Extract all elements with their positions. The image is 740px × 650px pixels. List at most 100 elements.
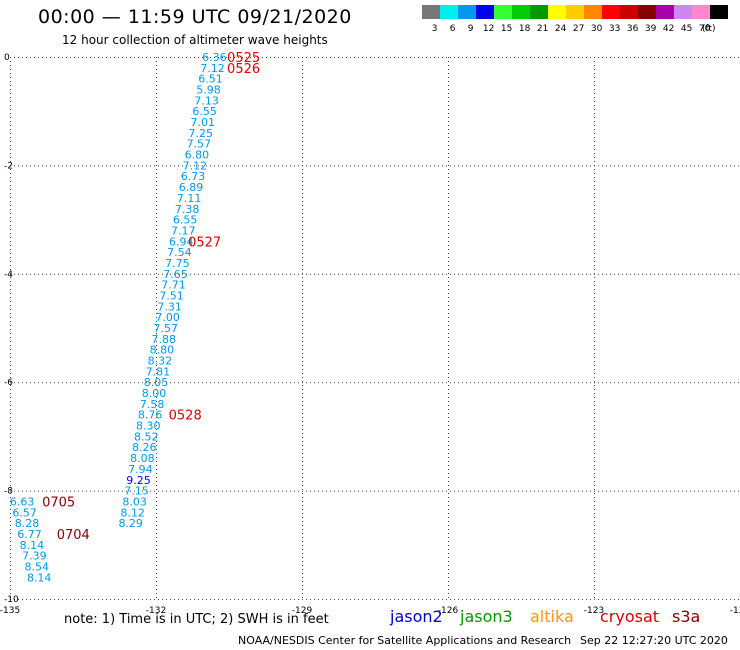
swh-value-cryosat: 8.00 [142,387,167,400]
swh-value-cryosat: 6.73 [181,170,206,183]
colorbar-label: 12 [483,24,494,34]
colorbar-unit: (ft) [702,24,716,34]
x-tick-label: -126 [438,606,459,616]
swh-value-cryosat: 6.80 [185,149,210,162]
swh-value-cryosat: 7.31 [157,300,182,313]
swh-value-cryosat: 7.65 [163,268,188,281]
colorbar-swatch [620,5,638,19]
swh-value-s3a: 6.57 [12,506,37,519]
y-tick-label: -6 [4,378,13,388]
swh-value-cryosat: 7.12 [200,62,225,75]
x-tick-label: -120 [730,606,740,616]
swh-value-cryosat: 8.08 [130,452,155,465]
colorbar-label: 70 [699,24,711,34]
swh-value-s3a: 8.54 [25,560,50,573]
legend-s3a: s3a [672,607,701,626]
colorbar-swatch [458,5,476,19]
swh-value-cryosat: 7.17 [171,224,196,237]
x-tick-label: -129 [292,606,313,616]
swh-value-cryosat: 8.52 [134,430,159,443]
colorbar-label: 18 [519,24,531,34]
swh-value-cryosat: 7.58 [140,398,165,411]
x-tick-label: -123 [584,606,604,616]
swh-value-cryosat: 8.76 [138,409,163,422]
time-label-cryosat: 0526 [227,62,260,77]
swh-value-cryosat: 8.80 [150,344,175,357]
time-label-cryosat: 0527 [188,235,221,250]
colorbar-label: 30 [591,24,603,34]
y-tick-label: -4 [4,270,13,280]
swh-value-cryosat: 7.57 [153,322,178,335]
legend-jason3: jason3 [460,607,513,626]
legend-jason2: jason2 [390,607,443,626]
colorbar-label: 9 [468,24,474,34]
legend-altika: altika [530,607,574,626]
time-label-s3a: 0705 [42,495,75,510]
colorbar-label: 36 [627,24,639,34]
footnote: note: 1) Time is in UTC; 2) SWH is in fe… [64,612,329,627]
colorbar-swatch [602,5,620,19]
swh-value-cryosat: 7.51 [159,289,184,302]
swh-value-cryosat: 7.54 [167,246,192,259]
x-tick-label: -132 [146,606,166,616]
legend-cryosat: cryosat [600,607,660,626]
colorbar-label: 33 [609,24,620,34]
swh-value-cryosat: 7.15 [124,485,149,498]
colorbar-swatch [476,5,494,19]
swh-value-cryosat: 6.55 [192,105,217,118]
swh-value-cryosat: 7.57 [187,138,212,151]
swh-value-cryosat: 9.25 [126,474,151,487]
swh-value-cryosat: 7.13 [194,94,219,107]
colorbar-swatch [638,5,656,19]
swh-value-cryosat: 6.89 [179,181,204,194]
colorbar-swatch [530,5,548,19]
colorbar-label: 45 [681,24,692,34]
swh-value-cryosat: 7.38 [175,203,200,216]
y-tick-label: -2 [4,161,13,171]
colorbar-swatch [566,5,584,19]
credit-line: NOAA/NESDIS Center for Satellite Applica… [238,634,572,647]
colorbar-swatch [512,5,530,19]
swh-value-cryosat: 7.11 [177,192,202,205]
colorbar-swatch [656,5,674,19]
swh-value-cryosat: 8.30 [136,420,161,433]
colorbar-label: 6 [450,24,456,34]
colorbar-label: 39 [645,24,657,34]
colorbar-swatch [674,5,692,19]
time-label-s3a: 0704 [57,528,90,543]
swh-value-cryosat: 8.03 [122,495,147,508]
swh-value-cryosat: 8.29 [118,517,143,530]
colorbar-label: 27 [573,24,584,34]
time-label-cryosat: 0528 [169,409,202,424]
colorbar-label: 3 [432,24,438,34]
time-label-cryosat: 0525 [227,51,260,66]
chart-subtitle: 12 hour collection of altimeter wave hei… [62,33,328,47]
swh-value-cryosat: 8.12 [120,506,145,519]
colorbar-swatch [710,5,728,19]
swh-value-cryosat: 7.88 [152,333,177,346]
swh-value-s3a: 8.28 [15,517,40,530]
swh-value-cryosat: 7.01 [190,116,215,129]
swh-value-s3a: 6.77 [17,528,42,541]
x-tick-label: -135 [0,606,20,616]
color-scale-legend: 3 6 9 12 15 18 21 24 27 30 33 36 39 42 45 70(ft) [422,5,728,34]
swh-value-s3a: 6.63 [10,495,35,508]
swh-value-cryosat: 7.75 [165,257,190,270]
swh-value-cryosat: 7.12 [183,159,208,172]
swh-value-cryosat: 7.71 [161,279,186,292]
colorbar-swatch [584,5,602,19]
swh-value-cryosat: 7.00 [155,311,180,324]
swh-value-s3a: 7.39 [22,550,47,563]
chart-title: 00:00 — 11:59 UTC 09/21/2020 [38,6,352,28]
colorbar-label: 21 [537,24,548,34]
y-tick-label: 0 [4,53,10,63]
y-tick-label: -8 [4,487,13,497]
swh-value-cryosat: 6.55 [173,214,198,227]
swh-value-cryosat: 7.25 [189,127,214,140]
swh-value-s3a: 8.14 [20,539,45,552]
colorbar-swatch [422,5,440,19]
colorbar-label: 42 [663,24,674,34]
colorbar-swatch [494,5,512,19]
